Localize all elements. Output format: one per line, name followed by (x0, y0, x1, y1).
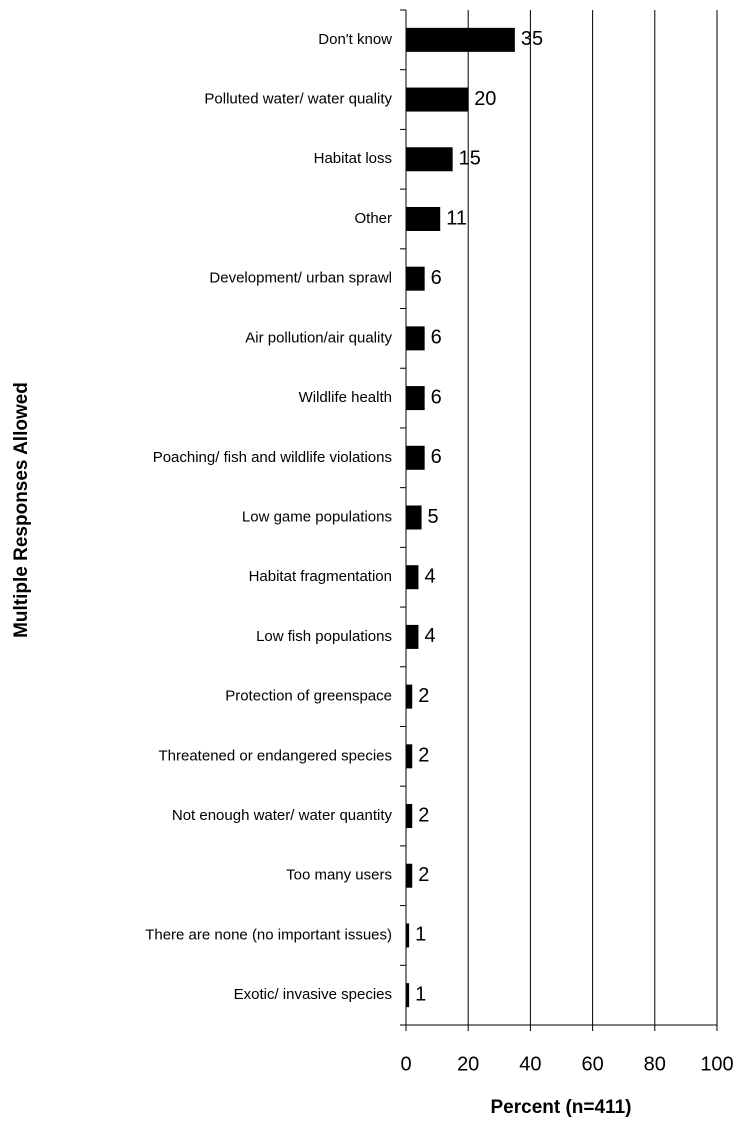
bar (406, 326, 425, 351)
bar (406, 27, 515, 52)
bar (406, 445, 425, 470)
value-label: 6 (431, 386, 442, 408)
bar (406, 565, 419, 590)
y-tick-label: Don't know (318, 31, 392, 48)
bar (406, 87, 469, 112)
value-label: 4 (424, 625, 435, 647)
y-tick-label: There are none (no important issues) (145, 926, 392, 943)
value-label: 1 (415, 983, 426, 1005)
y-tick-label: Too many users (286, 867, 392, 884)
y-tick-label: Threatened or endangered species (159, 747, 393, 764)
bar (406, 147, 453, 172)
y-tick-label: Protection of greenspace (225, 688, 392, 705)
value-label: 20 (474, 88, 496, 110)
value-label: 2 (418, 864, 429, 886)
x-tick-label: 60 (581, 1053, 603, 1075)
y-tick-label: Low game populations (242, 508, 392, 525)
y-tick-label: Development/ urban sprawl (209, 270, 392, 287)
x-tick-label: 80 (644, 1053, 666, 1075)
y-tick-label: Polluted water/ water quality (204, 91, 392, 108)
y-tick-label: Air pollution/air quality (245, 329, 392, 346)
value-label: 2 (418, 745, 429, 767)
y-tick-label: Exotic/ invasive species (234, 986, 392, 1003)
bar (406, 923, 410, 948)
y-axis-title: Multiple Responses Allowed (11, 382, 32, 638)
value-label: 6 (431, 446, 442, 468)
value-label: 4 (424, 565, 435, 587)
bar (406, 744, 413, 769)
value-label: 6 (431, 267, 442, 289)
bar (406, 386, 425, 411)
value-label: 11 (446, 207, 467, 229)
value-label: 5 (428, 506, 439, 528)
y-tick-label: Other (354, 210, 392, 227)
bar (406, 505, 422, 530)
x-tick-label: 0 (400, 1053, 411, 1075)
y-tick-label: Poaching/ fish and wildlife violations (153, 449, 392, 466)
bar (406, 206, 441, 231)
x-tick-label: 40 (519, 1053, 541, 1075)
y-tick-label: Habitat fragmentation (249, 568, 392, 585)
bar (406, 804, 413, 829)
x-tick-label: 20 (457, 1053, 479, 1075)
bar (406, 684, 413, 709)
bar (406, 983, 410, 1008)
value-label: 2 (418, 804, 429, 826)
value-label: 35 (521, 28, 543, 50)
x-tick-label: 100 (700, 1053, 733, 1075)
value-label: 6 (431, 327, 442, 349)
bar (406, 624, 419, 649)
value-label: 2 (418, 685, 429, 707)
y-tick-label: Not enough water/ water quantity (172, 807, 393, 824)
bar (406, 266, 425, 291)
y-tick-label: Wildlife health (299, 389, 392, 406)
value-label: 1 (415, 924, 426, 946)
bar (406, 863, 413, 888)
x-axis-title: Percent (n=411) (491, 1097, 632, 1118)
y-tick-label: Habitat loss (314, 150, 392, 167)
value-label: 15 (459, 148, 481, 170)
y-tick-label: Low fish populations (256, 628, 392, 645)
